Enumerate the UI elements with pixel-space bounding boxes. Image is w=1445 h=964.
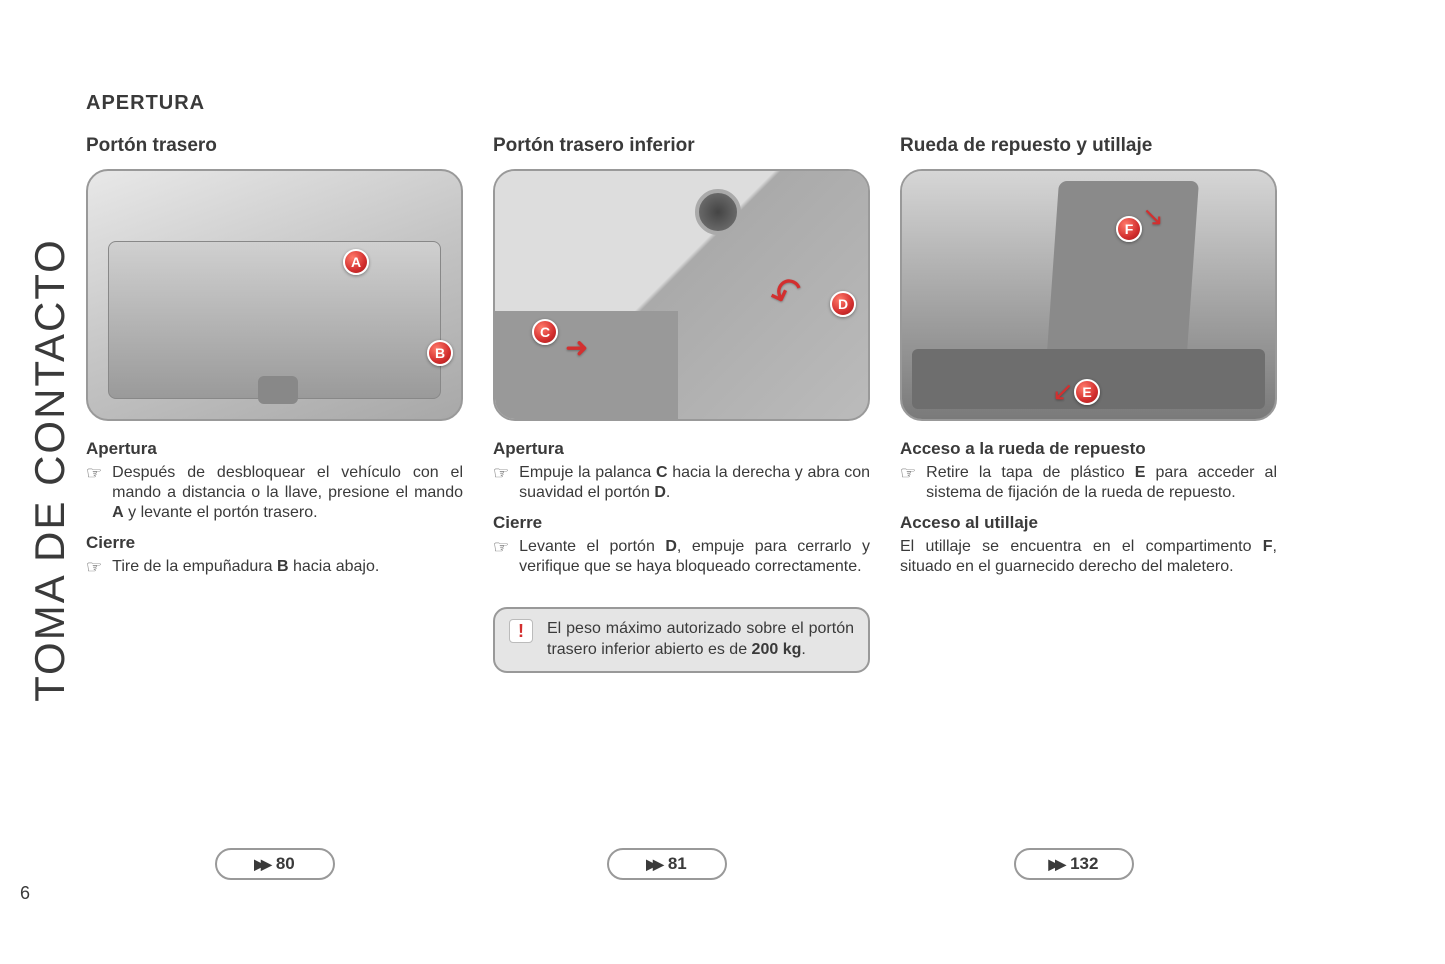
bullet-row: ☞ Después de desbloquear el vehículo con… <box>86 463 463 523</box>
callout-d: D <box>830 291 856 317</box>
fast-forward-icon: ▶▶ <box>254 856 268 873</box>
page-references: ▶▶ 80 ▶▶ 81 ▶▶ 132 <box>86 848 1286 880</box>
latch-shape <box>258 376 298 404</box>
arrow-icon: ➜ <box>565 331 588 364</box>
section-heading: Apertura <box>493 439 870 459</box>
section-heading: Acceso al utillaje <box>900 513 1277 533</box>
page-number: 6 <box>20 883 30 904</box>
cargo-ledge <box>495 311 678 419</box>
column-title: Portón trasero <box>86 135 463 157</box>
warning-box: ! El peso máximo autorizado sobre el por… <box>493 607 870 673</box>
pointer-icon: ☞ <box>493 537 509 577</box>
callout-c: C <box>532 319 558 345</box>
column-rueda-repuesto: Rueda de repuesto y utillaje ↘ ↙ F E Acc… <box>900 135 1277 673</box>
arrow-icon: ↙ <box>1052 376 1074 407</box>
page-ref-button[interactable]: ▶▶ 80 <box>215 848 335 880</box>
pointer-icon: ☞ <box>493 463 509 503</box>
fast-forward-icon: ▶▶ <box>1049 856 1063 873</box>
callout-e: E <box>1074 379 1100 405</box>
warning-icon: ! <box>509 619 533 643</box>
callout-b: B <box>427 340 453 366</box>
bullet-row: ☞ Tire de la empuñadura B hacia abajo. <box>86 557 463 579</box>
page-ref-number: 132 <box>1070 854 1098 874</box>
bullet-text: Después de desbloquear el vehículo con e… <box>112 463 463 523</box>
fast-forward-icon: ▶▶ <box>646 856 660 873</box>
bullet-text: Retire la tapa de plástico E para accede… <box>926 463 1277 503</box>
section-heading: Apertura <box>86 439 463 459</box>
body-text: El utillaje se encuentra en el compartim… <box>900 537 1277 577</box>
bullet-text: Empuje la palanca C hacia la derecha y a… <box>519 463 870 503</box>
warning-text: El peso máximo autorizado sobre el portó… <box>547 619 854 661</box>
page-ref-button[interactable]: ▶▶ 132 <box>1014 848 1134 880</box>
arrow-icon: ↘ <box>1142 201 1164 232</box>
section-heading: Cierre <box>493 513 870 533</box>
illustration-lower-tailgate: ↷ ➜ C D <box>493 169 870 421</box>
page-title: APERTURA <box>86 92 205 115</box>
content-columns: Portón trasero A B Apertura ☞ Después de… <box>86 135 1277 673</box>
column-title: Portón trasero inferior <box>493 135 870 157</box>
pointer-icon: ☞ <box>86 557 102 579</box>
section-tab-label: TOMA DE CONTACTO <box>26 238 74 702</box>
speaker-shape <box>695 189 741 235</box>
illustration-spare-wheel: ↘ ↙ F E <box>900 169 1277 421</box>
page-ref-number: 81 <box>668 854 687 874</box>
callout-a: A <box>343 249 369 275</box>
bullet-row: ☞ Empuje la palanca C hacia la derecha y… <box>493 463 870 503</box>
bullet-row: ☞ Retire la tapa de plástico E para acce… <box>900 463 1277 503</box>
bullet-row: ☞ Levante el portón D, empuje para cerra… <box>493 537 870 577</box>
pointer-icon: ☞ <box>86 463 102 523</box>
illustration-tailgate: A B <box>86 169 463 421</box>
section-heading: Acceso a la rueda de repuesto <box>900 439 1277 459</box>
section-heading: Cierre <box>86 533 463 553</box>
bullet-text: Levante el portón D, empuje para cerrarl… <box>519 537 870 577</box>
bullet-text: Tire de la empuñadura B hacia abajo. <box>112 557 379 579</box>
column-title: Rueda de repuesto y utillaje <box>900 135 1277 157</box>
pointer-icon: ☞ <box>900 463 916 503</box>
column-porton-trasero: Portón trasero A B Apertura ☞ Después de… <box>86 135 463 673</box>
page-ref-number: 80 <box>276 854 295 874</box>
section-tab: TOMA DE CONTACTO <box>30 180 70 760</box>
callout-f: F <box>1116 216 1142 242</box>
page-ref-button[interactable]: ▶▶ 81 <box>607 848 727 880</box>
column-porton-inferior: Portón trasero inferior ↷ ➜ C D Apertura… <box>493 135 870 673</box>
